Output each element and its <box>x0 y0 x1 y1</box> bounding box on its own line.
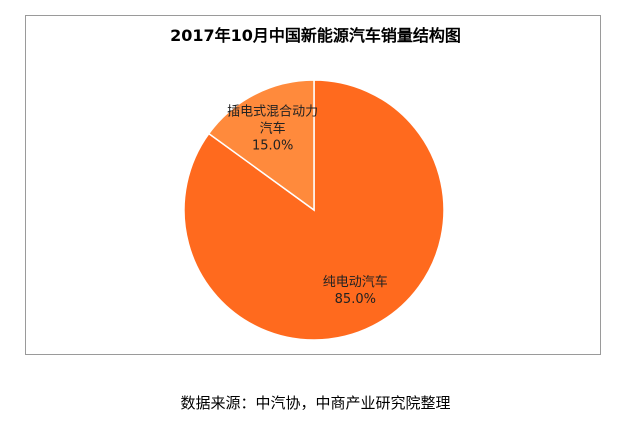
slice-label: 插电式混合动力汽车 15.0% <box>213 103 333 154</box>
pie-slice <box>207 79 315 212</box>
slice-label: 纯电动汽车 85.0% <box>295 274 415 308</box>
category-label: 纯电动汽车 <box>322 275 388 291</box>
category-label: 插电式混合动力汽车 <box>227 104 319 137</box>
value-label: 15.0% <box>252 138 294 154</box>
chart-title: 2017年10月中国新能源汽车销量结构图 <box>170 26 461 45</box>
value-label: 85.0% <box>334 292 376 308</box>
source-note: 数据来源：中汽协，中商产业研究院整理 <box>180 394 451 412</box>
chart-frame <box>25 15 601 355</box>
